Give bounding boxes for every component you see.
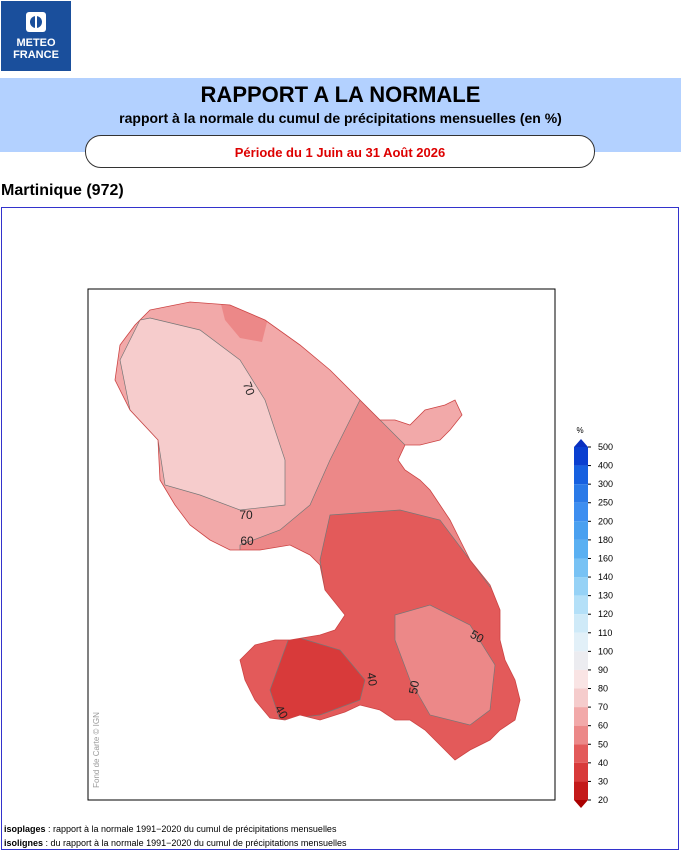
contour-label: 50 xyxy=(468,627,487,646)
legend-label: 120 xyxy=(598,609,613,619)
note-text: : du rapport à la normale 1991−2020 du c… xyxy=(43,838,347,848)
map-credit: Fond de Carte © IGN xyxy=(92,712,101,788)
legend-arrow xyxy=(574,800,588,808)
logo: METEO FRANCE xyxy=(1,1,71,71)
contour-label: 40 xyxy=(272,703,291,722)
legend-band xyxy=(574,651,588,670)
legend-label: 40 xyxy=(598,758,608,768)
subtitle: rapport à la normale du cumul de précipi… xyxy=(119,110,562,126)
legend-label: 90 xyxy=(598,665,608,675)
legend-label: 100 xyxy=(598,646,613,656)
legend-band xyxy=(574,762,588,782)
note-term: isoplages xyxy=(4,824,46,834)
contour-label: 70 xyxy=(239,508,253,522)
period: Période du 1 Juin au 31 Août 2026 xyxy=(85,135,595,168)
legend-label: 160 xyxy=(598,553,613,563)
region-title: Martinique (972) xyxy=(1,182,124,199)
legend-band xyxy=(574,744,588,763)
legend-label: 30 xyxy=(598,776,608,786)
legend-arrow xyxy=(574,439,588,447)
contour-label: 50 xyxy=(406,679,422,695)
logo-text: METEO xyxy=(16,37,56,49)
legend-label: 50 xyxy=(598,739,608,749)
note-text: : rapport à la normale 1991−2020 du cumu… xyxy=(45,824,337,834)
legend-band xyxy=(574,539,588,559)
legend-label: 200 xyxy=(598,516,613,526)
map-frame xyxy=(1,207,679,850)
legend-label: 80 xyxy=(598,684,608,694)
note-term: isolignes xyxy=(4,838,44,848)
legend-band xyxy=(574,577,588,596)
legend-label: 400 xyxy=(598,461,613,471)
logo-text: FRANCE xyxy=(13,49,59,61)
legend-band xyxy=(574,484,588,503)
legend: 500 400 300 250 200 180 160 140 130 120 110 100 90 80… xyxy=(574,439,613,808)
legend-band xyxy=(574,614,588,633)
legend-label: 140 xyxy=(598,572,613,582)
note: isolignes : du rapport à la normale 1991… xyxy=(4,838,346,848)
legend-label: 500 xyxy=(598,442,613,452)
logo-icon xyxy=(26,12,46,32)
legend-band xyxy=(574,521,588,540)
title: RAPPORT A LA NORMALE xyxy=(200,82,481,107)
legend-band xyxy=(574,688,588,708)
legend-label: 70 xyxy=(598,702,608,712)
legend-label: 130 xyxy=(598,591,613,601)
legend-band xyxy=(574,558,588,578)
legend-band xyxy=(574,447,588,466)
legend-label: 250 xyxy=(598,498,613,508)
legend-band xyxy=(574,725,588,745)
legend-band xyxy=(574,632,588,652)
contour-label: 40 xyxy=(364,672,380,688)
legend-label: 110 xyxy=(598,628,612,638)
legend-label: 180 xyxy=(598,535,613,545)
legend-label: 300 xyxy=(598,479,613,489)
contour-label: 60 xyxy=(240,534,254,548)
legend-band xyxy=(574,595,588,615)
legend-band xyxy=(574,707,588,726)
coastline xyxy=(114,301,521,761)
legend-label: 20 xyxy=(598,795,608,805)
legend-band xyxy=(574,669,588,689)
legend-band xyxy=(574,781,588,800)
contour-label: 70 xyxy=(240,380,258,398)
legend-band xyxy=(574,465,588,485)
legend-label: 60 xyxy=(598,721,608,731)
legend-band xyxy=(574,502,588,522)
note: isoplages : rapport à la normale 1991−20… xyxy=(4,824,336,834)
legend-unit: % xyxy=(576,426,583,435)
